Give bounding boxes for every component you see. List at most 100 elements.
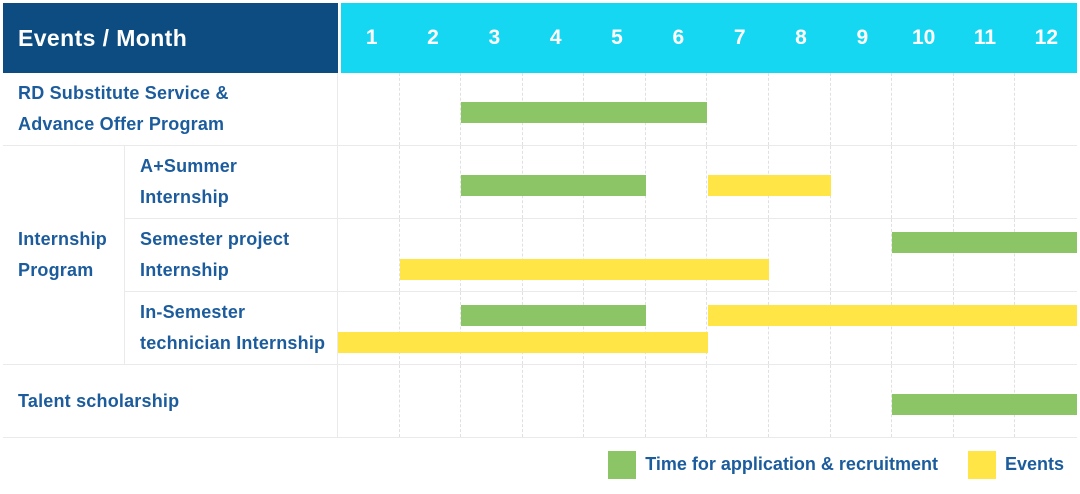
- table-header-row: Events / Month 1 2 3 4 5 6 7 8 9 10 11 12: [3, 3, 1077, 73]
- gantt-schedule-table: Events / Month 1 2 3 4 5 6 7 8 9 10 11 12 RD Substi…: [3, 3, 1077, 491]
- month-grid-cell: [338, 146, 400, 218]
- row-label-line: In-Semester: [140, 302, 246, 322]
- month-grid-cell: [338, 219, 400, 291]
- row-label-line: RD Substitute Service &: [18, 83, 229, 103]
- month-grid-cell: [831, 146, 893, 218]
- table-body: RD Substitute Service & Advance Offer Pr…: [3, 73, 1077, 438]
- month-header-cell: 12: [1034, 26, 1058, 49]
- month-header-cell: 8: [795, 26, 807, 49]
- events-color-swatch-icon: [967, 450, 996, 479]
- row-label-line: A+Summer: [140, 156, 238, 176]
- month-grid-cell: [400, 146, 462, 218]
- row-label-line: Semester project: [140, 229, 290, 249]
- month-grid-cell: [523, 219, 585, 291]
- legend-item-application: Time for application & recruitment: [608, 450, 938, 479]
- month-grid-cell: [708, 73, 770, 145]
- row-label-line: Internship: [140, 187, 230, 207]
- month-grid-cell: [769, 219, 831, 291]
- month-header-cell: 1: [365, 26, 378, 49]
- application-bar: [461, 305, 646, 326]
- month-grid-cell: [338, 365, 400, 437]
- month-grid-cell: [708, 219, 770, 291]
- month-grid-cell: [584, 292, 646, 364]
- timeline-rd-substitute-service: [338, 73, 1077, 146]
- month-header-cell: 7: [733, 26, 746, 49]
- row-label-talent-scholarship: Talent scholarship: [3, 365, 338, 438]
- month-grid-cell: [1015, 292, 1077, 364]
- month-grid-cell: [461, 219, 523, 291]
- events-month-header-cell: Events / Month: [3, 3, 338, 73]
- month-grid-cell: [523, 365, 585, 437]
- month-header-cell: 9: [856, 26, 869, 49]
- row-label-line: technician Internship: [140, 333, 326, 353]
- row-label-line: Talent scholarship: [18, 390, 180, 411]
- month-header-cell: 4: [549, 26, 562, 49]
- application-bar: [461, 175, 646, 196]
- month-grid-cell: [892, 292, 954, 364]
- month-grid-cell: [523, 292, 585, 364]
- month-grid-cell: [708, 292, 770, 364]
- event-bar: [707, 175, 831, 196]
- month-grid-cell: [400, 219, 462, 291]
- month-grid-cell: [1015, 146, 1077, 218]
- application-color-swatch-icon: [608, 450, 637, 479]
- timeline-in-semester-technician-internship: [338, 292, 1077, 365]
- row-label-a-plus-summer-internship: A+Summer Internship: [125, 146, 338, 219]
- month-grid-cell: [954, 146, 1016, 218]
- table-title: Events / Month: [18, 24, 188, 51]
- month-header-row: 1 2 3 4 5 6 7 8 9 10 11 12: [341, 3, 1077, 73]
- timeline-talent-scholarship: [338, 365, 1077, 438]
- application-bar: [892, 394, 1077, 415]
- row-label-line: Internship: [140, 260, 230, 280]
- group-label-internship-program: Internship Program: [3, 146, 125, 365]
- event-bar: [707, 305, 1077, 326]
- month-grid-cell: [769, 365, 831, 437]
- legend-item-events: Events: [967, 450, 1064, 479]
- month-grid-cell: [892, 219, 954, 291]
- month-header-cell: 10: [911, 26, 936, 49]
- month-header-cell: 6: [672, 26, 685, 49]
- month-grid-cell: [338, 292, 400, 364]
- month-header-cell: 3: [488, 26, 501, 49]
- month-grid-cell: [831, 292, 893, 364]
- month-grid-cell: [954, 73, 1016, 145]
- event-bar: [399, 259, 770, 280]
- month-grid-cell: [584, 365, 646, 437]
- application-bar: [461, 102, 708, 123]
- month-grid-cell: [831, 365, 893, 437]
- month-header-cell: 2: [427, 26, 439, 49]
- month-grid-cell: [646, 365, 708, 437]
- month-grid-cell: [338, 73, 400, 145]
- month-grid-cell: [646, 219, 708, 291]
- month-grid-cell: [892, 146, 954, 218]
- timeline-a-plus-summer-internship: [338, 146, 1077, 219]
- month-grid-cell: [769, 73, 831, 145]
- month-grid-cell: [769, 292, 831, 364]
- month-grid-cell: [400, 292, 462, 364]
- month-grid-cell: [400, 365, 462, 437]
- month-header-cell: 5: [611, 26, 623, 49]
- month-grid-cell: [646, 146, 708, 218]
- group-label-line: Program: [18, 260, 94, 280]
- row-label-semester-project-internship: Semester project Internship: [125, 219, 338, 292]
- month-grid-cell: [954, 219, 1016, 291]
- timeline-semester-project-internship: [338, 219, 1077, 292]
- month-grid-cell: [1015, 219, 1077, 291]
- month-grid-cell: [892, 73, 954, 145]
- month-grid-cell: [646, 292, 708, 364]
- event-bar: [338, 332, 708, 353]
- month-grid-cell: [831, 219, 893, 291]
- month-header-cell: 11: [973, 26, 997, 49]
- month-grid-cell: [1015, 73, 1077, 145]
- legend: Time for application & recruitment Event…: [3, 438, 1077, 491]
- month-grid-cell: [461, 365, 523, 437]
- month-grid-cell: [400, 73, 462, 145]
- group-label-line: Internship: [18, 229, 108, 249]
- month-grid-cell: [584, 219, 646, 291]
- month-grid-cell: [954, 292, 1016, 364]
- legend-label-application: Time for application & recruitment: [645, 454, 938, 474]
- legend-label-events: Events: [1004, 454, 1064, 474]
- application-bar: [892, 232, 1077, 253]
- row-label-in-semester-technician-internship: In-Semester technician Internship: [125, 292, 338, 365]
- month-grid-cell: [708, 365, 770, 437]
